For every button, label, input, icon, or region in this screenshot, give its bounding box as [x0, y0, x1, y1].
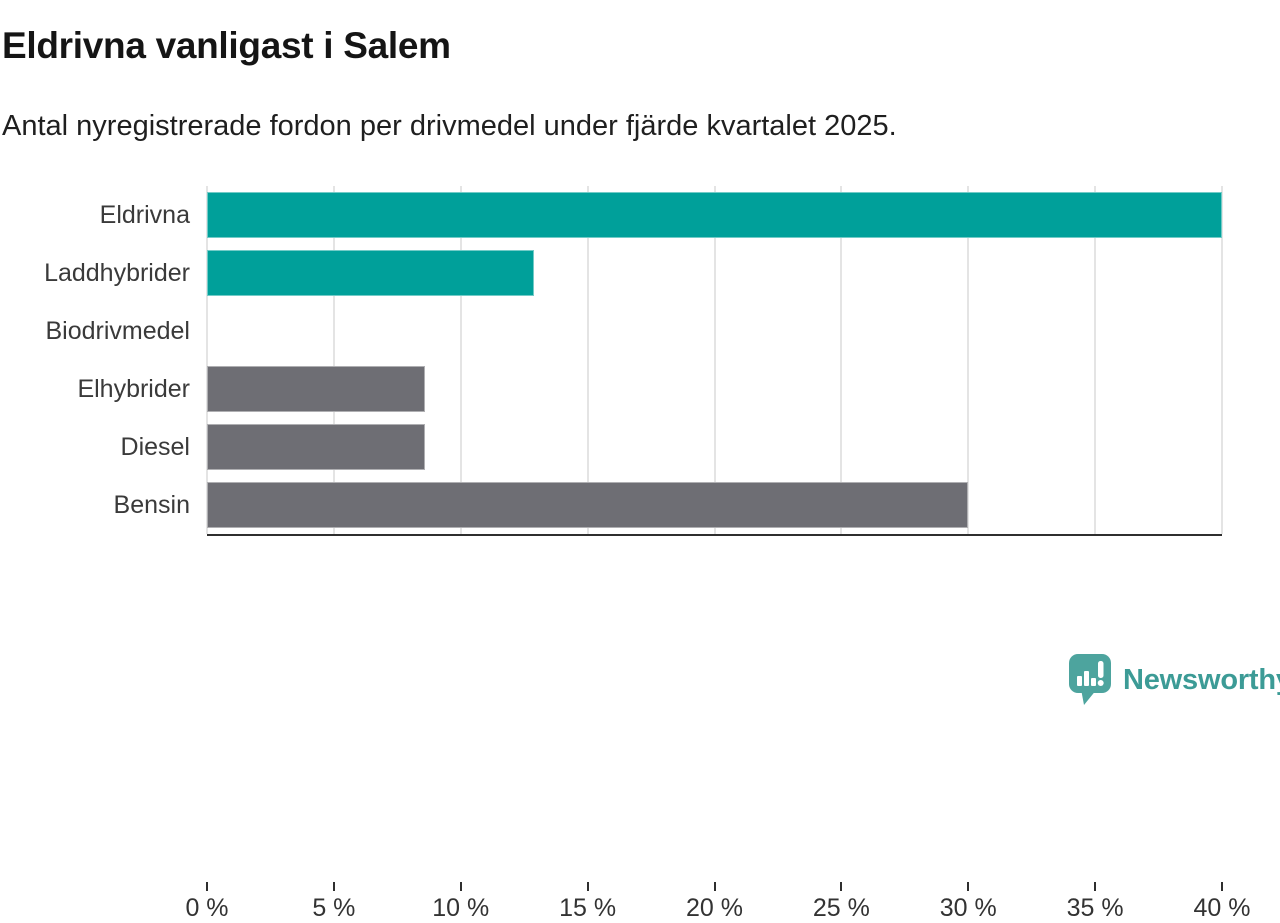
- bar-eldrivna: [207, 192, 1222, 238]
- axis-tick-label: 40 %: [1193, 894, 1251, 922]
- bar-row: [207, 360, 1222, 418]
- gridline: [967, 186, 970, 534]
- bar-row: [207, 244, 1222, 302]
- newsworthy-logo: Newsworthy: [1068, 653, 1280, 707]
- axis-tick-label: 15 %: [559, 894, 617, 922]
- bar-row: [207, 476, 1222, 534]
- axis-tick: [713, 882, 716, 891]
- axis-tick: [206, 882, 208, 891]
- gridline: [332, 186, 335, 534]
- newsworthy-wordmark: Newsworthy: [1123, 663, 1280, 696]
- gridline: [206, 186, 208, 534]
- axis-tick-label: 30 %: [939, 894, 997, 922]
- gridlines: [206, 186, 1223, 534]
- axis-tick-label: 25 %: [812, 894, 870, 922]
- gridline: [840, 186, 843, 534]
- axis-tick-label: 35 %: [1066, 894, 1124, 922]
- bar-row: [207, 186, 1222, 244]
- axis-tick: [459, 882, 462, 891]
- speech-bubble-shape: [1069, 654, 1111, 693]
- axis-tick: [967, 882, 970, 891]
- axis-tick-label: 5 %: [312, 894, 356, 922]
- gridline: [459, 186, 462, 534]
- category-labels: Eldrivna Laddhybrider Biodrivmedel Elhybrid…: [0, 186, 190, 534]
- chart-subtitle: Antal nyregistrerade fordon per drivmede…: [2, 110, 897, 142]
- mini-bar-1: [1077, 676, 1082, 686]
- gridline: [586, 186, 589, 534]
- mini-bar-2: [1084, 671, 1089, 686]
- category-label: Biodrivmedel: [45, 317, 190, 345]
- axis-tick: [1094, 882, 1097, 891]
- bar-elhybrider: [207, 366, 426, 412]
- bar-diesel: [207, 424, 426, 470]
- category-label: Laddhybrider: [44, 259, 190, 287]
- axis-tick-label: 10 %: [432, 894, 490, 922]
- axis-tick: [332, 882, 335, 891]
- gridline: [1221, 186, 1223, 534]
- mini-bar-3: [1091, 678, 1096, 686]
- category-label: Diesel: [120, 433, 190, 461]
- category-label: Eldrivna: [99, 201, 190, 229]
- axis-tick-label: 20 %: [686, 894, 743, 922]
- gridline: [713, 186, 716, 534]
- newsworthy-speech-bubble-chart-icon: [1069, 654, 1111, 705]
- exclamation-dot: [1097, 680, 1104, 686]
- chart-title: Eldrivna vanligast i Salem: [2, 25, 451, 66]
- exclamation-bar: [1098, 661, 1104, 678]
- bar-bensin: [207, 482, 969, 528]
- axis-tick-label: 0 %: [185, 894, 229, 922]
- plot-area: 0 % 5 % 10 % 15 % 20 % 25 % 30 % 35 % 40 %: [185, 186, 1250, 922]
- speech-bubble-tail: [1081, 689, 1097, 705]
- bar-row: [207, 302, 1222, 360]
- bar-laddhybrider: [207, 250, 535, 296]
- axis-tick: [1221, 882, 1223, 891]
- gridline: [1094, 186, 1097, 534]
- axis-tick: [586, 882, 589, 891]
- category-label: Elhybrider: [77, 375, 190, 403]
- bar-row: [207, 418, 1222, 476]
- axis-tick: [840, 882, 843, 891]
- category-label: Bensin: [113, 491, 190, 519]
- bar-series: [207, 186, 1222, 534]
